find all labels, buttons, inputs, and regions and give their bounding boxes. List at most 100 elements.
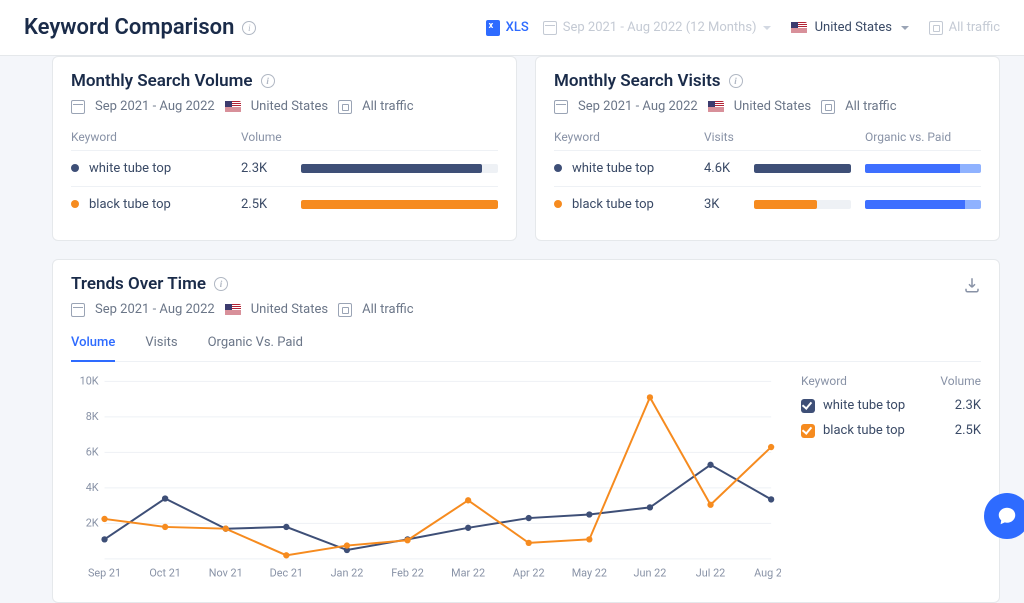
card-traffic: All traffic <box>362 302 413 317</box>
col-keyword: Keyword <box>554 130 704 144</box>
search-visits-card: Monthly Search Visits i Sep 2021 - Aug 2… <box>535 56 1000 241</box>
cell-bar <box>754 164 851 173</box>
card-title: Monthly Search Visits i <box>554 71 981 91</box>
svg-text:Nov 21: Nov 21 <box>209 567 243 580</box>
chevron-down-icon <box>763 26 771 30</box>
legend-items: white tube top2.3Kblack tube top2.5K <box>801 398 981 438</box>
date-range-text: Sep 2021 - Aug 2022 (12 Months) <box>563 20 757 35</box>
svg-text:Oct 21: Oct 21 <box>149 567 181 580</box>
info-icon[interactable]: i <box>261 74 275 88</box>
cell-bar <box>301 164 498 173</box>
calendar-icon <box>71 100 85 114</box>
card-date-range: Sep 2021 - Aug 2022 <box>578 99 698 114</box>
calendar-icon <box>543 21 557 35</box>
legend-val-header: Volume <box>940 374 981 388</box>
legend-item[interactable]: white tube top2.3K <box>801 398 981 413</box>
cell-ovp <box>851 164 981 173</box>
svg-text:Sep 21: Sep 21 <box>88 567 121 580</box>
chat-widget-button[interactable] <box>984 493 1024 539</box>
cards-row: Monthly Search Volume i Sep 2021 - Aug 2… <box>24 56 1000 241</box>
svg-text:Apr 22: Apr 22 <box>513 567 545 580</box>
legend-header: Keyword Volume <box>801 374 981 388</box>
checkbox-icon <box>801 424 815 438</box>
card-meta: Sep 2021 - Aug 2022 United States All tr… <box>71 99 498 114</box>
table-row: black tube top2.5K <box>71 186 498 222</box>
col-organic-vs-paid: Organic vs. Paid <box>851 130 981 144</box>
svg-text:May 22: May 22 <box>572 567 607 580</box>
card-date-range: Sep 2021 - Aug 2022 <box>95 99 215 114</box>
card-title-text: Monthly Search Volume <box>71 71 253 91</box>
color-dot <box>554 164 562 172</box>
country-label: United States <box>815 20 892 35</box>
info-icon[interactable]: i <box>242 21 256 35</box>
trends-card: Trends Over Time i Sep 2021 - Aug 2022 U… <box>52 259 1000 603</box>
chart-area: 2K4K6K8K10KSep 21Oct 21Nov 21Dec 21Jan 2… <box>71 374 781 584</box>
card-title: Trends Over Time i <box>71 274 981 294</box>
svg-text:Jun 22: Jun 22 <box>634 567 667 580</box>
cell-bar <box>754 200 851 209</box>
svg-text:8K: 8K <box>86 410 99 423</box>
card-title-text: Monthly Search Visits <box>554 71 721 91</box>
volume-rows: white tube top2.3Kblack tube top2.5K <box>71 150 498 222</box>
cell-value: 4.6K <box>704 161 754 176</box>
page-title: Keyword Comparison <box>24 15 234 40</box>
legend-value: 2.3K <box>955 398 981 413</box>
topbar: Keyword Comparison i XLS Sep 2021 - Aug … <box>0 0 1024 56</box>
color-dot <box>71 200 79 208</box>
col-volume: Volume <box>241 130 301 144</box>
us-flag-icon <box>791 22 807 34</box>
table-row: white tube top2.3K <box>71 150 498 186</box>
col-visits: Visits <box>704 130 754 144</box>
tab-organic-vs-paid[interactable]: Organic Vs. Paid <box>208 335 303 361</box>
tab-volume[interactable]: Volume <box>71 335 115 362</box>
table-header: Keyword Volume <box>71 130 498 150</box>
card-country: United States <box>251 302 328 317</box>
card-date-range: Sep 2021 - Aug 2022 <box>95 302 215 317</box>
table-row: white tube top4.6K <box>554 150 981 186</box>
us-flag-icon <box>708 101 724 113</box>
svg-text:Mar 22: Mar 22 <box>451 567 485 580</box>
svg-text:Aug 22: Aug 22 <box>754 567 781 580</box>
traffic-filter-disabled: All traffic <box>929 20 1000 35</box>
svg-text:Jul 22: Jul 22 <box>696 567 725 580</box>
col-keyword: Keyword <box>71 130 241 144</box>
date-range-picker-disabled: Sep 2021 - Aug 2022 (12 Months) <box>543 20 771 35</box>
table-header: Keyword Visits Organic vs. Paid <box>554 130 981 150</box>
cell-keyword: white tube top <box>554 161 704 176</box>
svg-text:6K: 6K <box>86 445 99 458</box>
country-select[interactable]: United States <box>785 16 915 39</box>
chart-wrapper: 2K4K6K8K10KSep 21Oct 21Nov 21Dec 21Jan 2… <box>71 374 981 584</box>
tab-visits[interactable]: Visits <box>145 335 177 361</box>
legend-name: black tube top <box>823 423 955 438</box>
card-meta: Sep 2021 - Aug 2022 United States All tr… <box>71 302 981 317</box>
card-country: United States <box>251 99 328 114</box>
cell-ovp <box>851 200 981 209</box>
svg-text:4K: 4K <box>86 481 99 494</box>
legend-kw-header: Keyword <box>801 374 940 388</box>
legend-item[interactable]: black tube top2.5K <box>801 423 981 438</box>
topbar-controls: XLS Sep 2021 - Aug 2022 (12 Months) Unit… <box>486 16 1000 39</box>
card-country: United States <box>734 99 811 114</box>
card-traffic: All traffic <box>362 99 413 114</box>
line-chart: 2K4K6K8K10KSep 21Oct 21Nov 21Dec 21Jan 2… <box>71 374 781 584</box>
info-icon[interactable]: i <box>729 74 743 88</box>
export-xls-button[interactable]: XLS <box>486 20 529 36</box>
legend-name: white tube top <box>823 398 955 413</box>
traffic-icon <box>338 303 352 317</box>
trends-tabs: Volume Visits Organic Vs. Paid <box>71 335 981 362</box>
card-title-text: Trends Over Time <box>71 274 206 294</box>
legend-value: 2.5K <box>955 423 981 438</box>
download-icon[interactable] <box>963 276 981 294</box>
traffic-icon <box>338 100 352 114</box>
cell-value: 2.3K <box>241 161 301 176</box>
svg-text:Jan 22: Jan 22 <box>331 567 364 580</box>
calendar-icon <box>554 100 568 114</box>
color-dot <box>71 164 79 172</box>
checkbox-icon <box>801 399 815 413</box>
search-volume-card: Monthly Search Volume i Sep 2021 - Aug 2… <box>52 56 517 241</box>
cell-keyword: black tube top <box>554 197 704 212</box>
traffic-label: All traffic <box>949 20 1000 35</box>
card-traffic: All traffic <box>845 99 896 114</box>
card-title: Monthly Search Volume i <box>71 71 498 91</box>
info-icon[interactable]: i <box>214 277 228 291</box>
